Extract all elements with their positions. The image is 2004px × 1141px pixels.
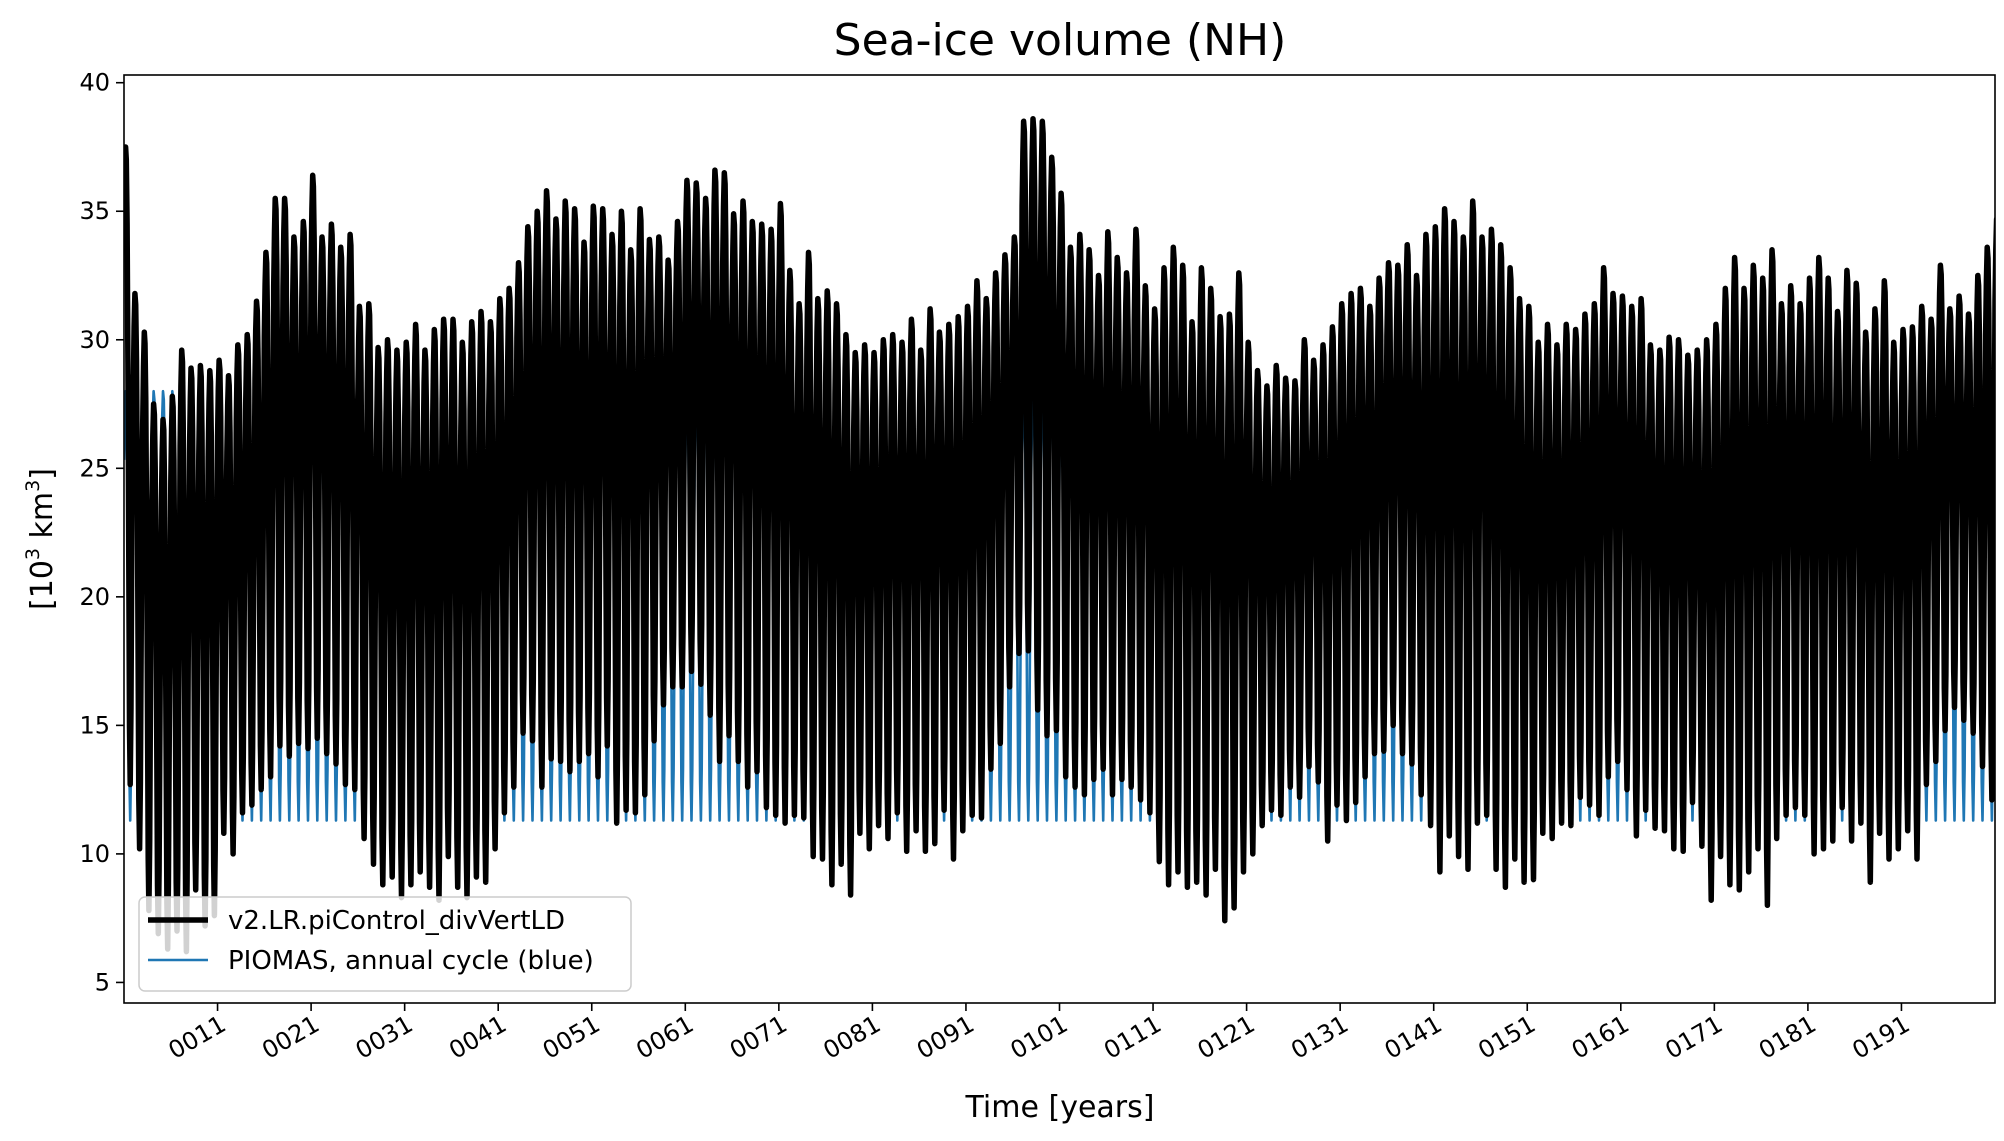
y-tick-label: 35 — [79, 197, 110, 225]
y-axis-ticks: 5 10 15 20 25 30 35 40 — [79, 69, 124, 996]
legend: v2.LR.piControl_divVertLD PIOMAS, annual… — [138, 896, 632, 992]
chart-title: Sea-ice volume (NH) — [834, 15, 1287, 66]
y-tick-label: 5 — [95, 968, 110, 996]
y-tick-label: 25 — [79, 454, 110, 482]
plot-area — [124, 115, 1995, 955]
model-sea-ice-volume-line — [124, 115, 1995, 955]
legend-label-model: v2.LR.piControl_divVertLD — [228, 906, 565, 936]
y-axis-label: [103 km3] — [22, 468, 60, 610]
y-tick-label: 15 — [79, 711, 110, 739]
legend-frame — [138, 896, 632, 992]
x-axis-label: Time [years] — [965, 1090, 1155, 1125]
y-tick-label: 40 — [79, 69, 110, 97]
y-tick-label: 20 — [79, 583, 110, 611]
legend-label-piomas: PIOMAS, annual cycle (blue) — [228, 946, 594, 976]
y-tick-label: 10 — [79, 840, 110, 868]
y-tick-label: 30 — [79, 326, 110, 354]
